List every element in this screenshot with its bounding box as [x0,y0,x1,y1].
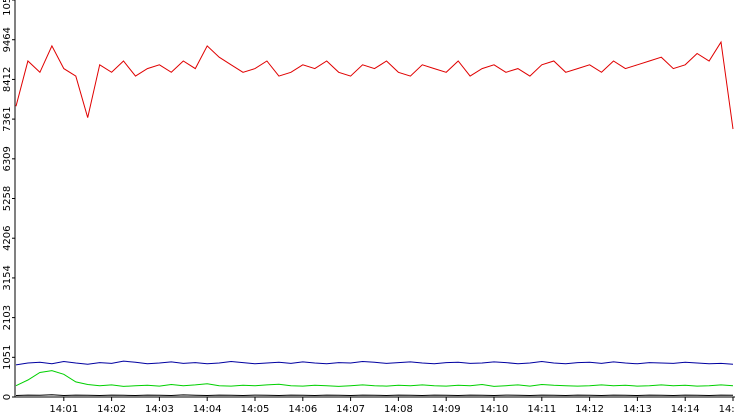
x-tick-label: 14:01 [49,404,78,415]
y-tick-label: 5258 [2,186,13,211]
x-tick-label: 14:14 [671,404,700,415]
x-tick-label: 14:05 [241,404,270,415]
x-tick-label: 14:06 [288,404,317,415]
x-tick-label: 14:12 [575,404,604,415]
y-tick-label: 0 [2,394,13,400]
y-tick-label: 7361 [2,106,13,131]
series-line [15,394,734,397]
x-tick-label: 14:04 [193,404,222,415]
x-tick-label: 14:09 [432,404,461,415]
x-tick-label: 14:11 [527,404,556,415]
x-tick-label: 14:02 [97,404,126,415]
x-tick-label: 14:03 [145,404,174,415]
y-tick-label: 3154 [2,265,13,290]
x-tick-label: 14:07 [336,404,365,415]
y-tick-label: 8412 [2,67,13,92]
y-tick-label: 1051 [2,345,13,370]
x-tick-label: 14:13 [623,404,652,415]
series-line [15,360,734,366]
x-tick-label: 14:08 [384,404,413,415]
series-line [15,40,734,130]
x-tick-label: 14:10 [480,404,509,415]
y-tick-label: 6309 [2,146,13,171]
y-tick-label: 4206 [2,225,13,250]
x-tick-label: 14:15 [719,404,735,415]
series-line [15,370,734,387]
y-tick-label: 9464 [2,27,13,52]
y-tick-label: 10516 [2,0,13,16]
y-tick-label: 2103 [2,305,13,330]
